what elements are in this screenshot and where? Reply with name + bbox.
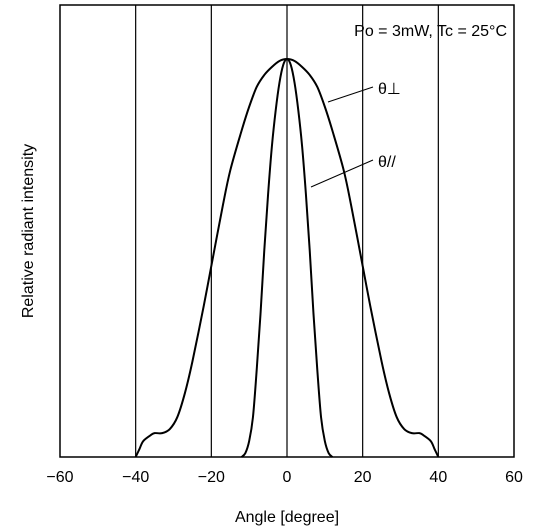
series-label-theta-perp: θ⊥ [378,81,401,98]
x-tick-label-1: −40 [122,469,149,486]
x-tick-label-0: −60 [46,469,73,486]
x-tick-label-2: −20 [198,469,225,486]
condition-annotation: Po = 3mW, Tc = 25°C [354,23,507,40]
x-tick-label-4: 20 [354,469,372,486]
x-tick-label-5: 40 [429,469,447,486]
x-tick-labels: −60 −40 −20 0 20 40 60 [46,469,523,486]
gridlines [135,5,439,457]
series-leader-lines [310,86,374,188]
leader-line-theta-par [310,159,374,188]
x-axis-title: Angle [degree] [235,509,339,526]
y-axis-title: Relative radiant intensity [20,144,37,318]
series-line-theta-par [240,58,334,458]
series-label-theta-par: θ// [378,154,396,171]
x-tick-label-3: 0 [283,469,292,486]
series-layer [134,58,440,458]
leader-line-theta-perp [327,86,374,103]
x-tick-label-6: 60 [505,469,523,486]
